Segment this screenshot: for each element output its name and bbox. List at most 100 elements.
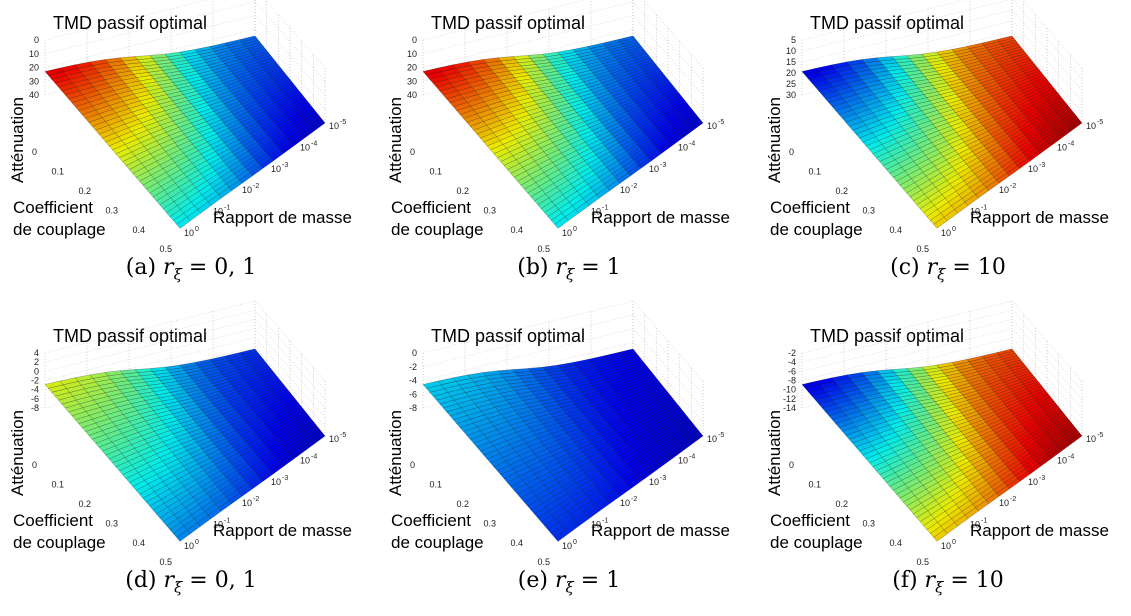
- surface-mesh: [801, 348, 1083, 542]
- caption-value: = 1: [573, 568, 621, 593]
- y-tick-label: 10: [620, 498, 630, 508]
- z-axis-label: Atténuation: [386, 97, 405, 183]
- x-axis-label-line2: de couplage: [770, 220, 863, 239]
- y-tick-label: 10: [707, 121, 717, 131]
- x-axis-label: Coefficient: [770, 198, 850, 217]
- x-tick-label: 0.1: [51, 479, 64, 489]
- z-tick-label: 30: [407, 76, 417, 86]
- x-tick-label: 0.5: [159, 557, 172, 567]
- y-tick-label: 10: [184, 228, 194, 238]
- z-axis-label: Atténuation: [765, 97, 784, 183]
- z-tick-label: 20: [407, 63, 417, 73]
- y-tick-label: 10: [1086, 121, 1096, 131]
- y-tick-exponent: -2: [631, 183, 637, 190]
- x-tick-label: 0: [789, 460, 794, 470]
- y-tick-label: 10: [300, 455, 310, 465]
- caption-subscript: ξ: [565, 578, 574, 597]
- x-tick-label: 0.1: [808, 166, 821, 176]
- y-tick-label: 10: [999, 185, 1009, 195]
- x-tick-label: 0: [32, 147, 37, 157]
- x-tick-label: 0.3: [105, 518, 118, 528]
- subplot-a: TMD passif optimal 0 10 20 30 40 Atténuation 0 0…: [5, 0, 377, 303]
- x-ticks: 0 0.1 0.2 0.3 0.4 0.5: [410, 460, 550, 567]
- y-tick-exponent: -4: [689, 453, 695, 460]
- y-tick-exponent: -4: [1068, 453, 1074, 460]
- subplot-f: TMD passif optimal -2 -4 -6 -8 -10 -12 -14 Attén…: [762, 300, 1131, 616]
- x-axis-label: Coefficient: [13, 511, 93, 530]
- caption-subscript: ξ: [935, 578, 944, 597]
- y-tick-exponent: -2: [253, 496, 259, 503]
- x-tick-label: 0.4: [510, 225, 523, 235]
- x-tick-label: 0.3: [483, 205, 496, 215]
- caption-label: (e): [517, 568, 555, 593]
- x-tick-label: 0.2: [78, 499, 91, 509]
- x-tick-label: 0: [410, 460, 415, 470]
- surface-mesh: [44, 348, 326, 542]
- y-tick-exponent: -4: [311, 453, 317, 460]
- y-tick-label: 10: [1028, 164, 1038, 174]
- z-tick-label: -14: [783, 403, 796, 413]
- z-tick-label: 10: [786, 46, 796, 56]
- x-axis-label-line2: de couplage: [13, 533, 106, 552]
- y-axis-label: Rapport de masse: [970, 521, 1109, 540]
- z-tick-label: 20: [786, 68, 796, 78]
- x-tick-label: 0.1: [808, 479, 821, 489]
- surface-plot: TMD passif optimal420-2-4-6-8Atténuation…: [8, 300, 352, 567]
- z-tick-label: -2: [409, 362, 417, 372]
- z-tick-label: -4: [788, 357, 796, 367]
- y-tick-label: 10: [970, 207, 980, 217]
- y-axis-label: Rapport de masse: [970, 208, 1109, 227]
- y-tick-exponent: -2: [253, 183, 259, 190]
- y-tick-exponent: -2: [1010, 496, 1016, 503]
- x-tick-label: 0.1: [429, 479, 442, 489]
- x-axis-label-line2: de couplage: [391, 220, 484, 239]
- caption-variable: r: [163, 568, 175, 593]
- x-tick-label: 0.1: [51, 166, 64, 176]
- x-axis-label: Coefficient: [391, 198, 471, 217]
- subfigure-caption: (d) rξ = 0, 1: [5, 568, 377, 596]
- x-tick-label: 0: [410, 147, 415, 157]
- y-tick-exponent: 0: [952, 539, 956, 546]
- subfigure-caption: (b) rξ = 1: [383, 255, 755, 283]
- caption-subscript: ξ: [173, 265, 182, 284]
- y-tick-exponent: 0: [573, 539, 577, 546]
- x-tick-label: 0.3: [862, 205, 875, 215]
- y-tick-exponent: 0: [952, 226, 956, 233]
- caption-label: (b): [517, 255, 556, 280]
- caption-variable: r: [926, 255, 938, 280]
- surface-mesh: [44, 35, 326, 229]
- z-tick-label: -8: [788, 376, 796, 386]
- y-tick-exponent: -5: [340, 119, 346, 126]
- caption-value: = 1: [574, 255, 621, 280]
- y-tick-exponent: -1: [981, 205, 987, 212]
- x-axis-label-line2: de couplage: [13, 220, 106, 239]
- y-tick-exponent: -5: [340, 432, 346, 439]
- subplot-b: TMD passif optimal 0 10 20 30 40 Atténuation 0 0…: [383, 0, 755, 303]
- caption-value: = 10: [943, 568, 1004, 593]
- subfigure-caption: (f) rξ = 10: [762, 568, 1131, 596]
- plot-title: TMD passif optimal: [431, 13, 585, 33]
- subplot-c: TMD passif optimal 5 10 15 20 25 30 Atténuation…: [762, 0, 1131, 303]
- surface-plot: TMD passif optimal-2-4-6-8-10-12-14Attén…: [765, 300, 1109, 567]
- x-tick-label: 0.5: [916, 244, 929, 254]
- z-tick-label: 20: [29, 63, 39, 73]
- z-axis-label: Atténuation: [8, 97, 27, 183]
- surface-mesh: [422, 35, 704, 229]
- y-tick-exponent: -4: [311, 140, 317, 147]
- x-tick-label: 0.2: [835, 186, 848, 196]
- subfigure-caption: (e) rξ = 1: [383, 568, 755, 596]
- x-tick-label: 0.2: [456, 499, 469, 509]
- z-tick-label: -2: [31, 376, 39, 386]
- y-tick-exponent: 0: [195, 539, 199, 546]
- y-tick-label: 10: [591, 520, 601, 530]
- plot-title: TMD passif optimal: [810, 326, 964, 346]
- y-tick-label: 10: [562, 541, 572, 551]
- z-tick-label: -10: [783, 385, 796, 395]
- plot-title: TMD passif optimal: [53, 326, 207, 346]
- surface-plot: TMD passif optimal51015202530Atténuation…: [765, 0, 1109, 254]
